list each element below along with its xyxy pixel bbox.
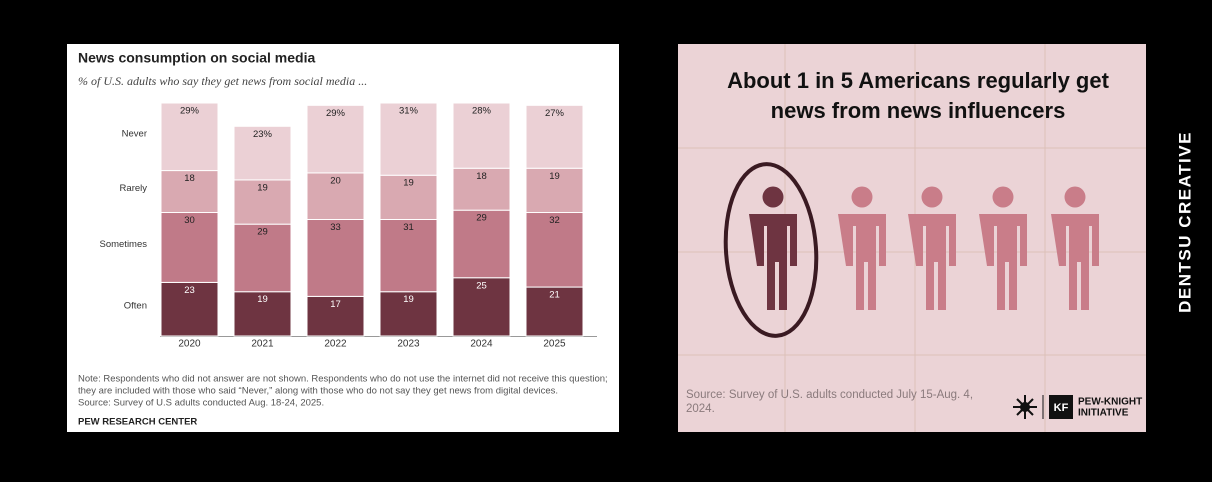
legend-label: Never — [122, 128, 147, 139]
data-label: 17 — [330, 299, 341, 310]
data-label: 30 — [184, 215, 195, 226]
data-label: 19 — [549, 171, 560, 182]
data-label: 18 — [184, 173, 195, 184]
person-body — [979, 214, 1027, 310]
data-label: 28% — [472, 106, 492, 117]
bar-segment — [160, 212, 219, 283]
data-label: 23 — [184, 285, 195, 296]
person-body — [838, 214, 886, 310]
x-tick-label: 2022 — [324, 339, 347, 350]
person-head — [1064, 186, 1086, 208]
data-label: 29% — [180, 106, 200, 117]
highlight-circle — [723, 162, 819, 338]
data-label: 29 — [257, 227, 268, 238]
bar-segment — [160, 170, 219, 214]
side-label: DENTSU CREATIVE — [1175, 131, 1194, 313]
legend-label: Often — [124, 301, 147, 312]
person-head — [762, 186, 784, 208]
note-line: Note: Respondents who did not answer are… — [78, 374, 608, 385]
bar-segment — [525, 104, 584, 169]
data-label: 19 — [403, 294, 414, 305]
data-label: 33 — [330, 222, 341, 233]
info-grid — [678, 44, 1146, 432]
data-label: 32 — [549, 215, 560, 226]
logo-box — [1049, 395, 1073, 419]
data-label: 31 — [403, 222, 414, 233]
chart-subtitle: % of U.S. adults who say they get news f… — [78, 74, 367, 88]
person-head — [992, 186, 1014, 208]
person-body — [1051, 214, 1099, 310]
x-tick-label: 2024 — [470, 339, 493, 350]
x-tick-label: 2020 — [178, 339, 201, 350]
info-source: Source: Survey of U.S. adults conducted … — [686, 389, 973, 401]
logo-text: PEW-KNIGHT — [1078, 397, 1142, 408]
bar-segment — [233, 179, 292, 225]
bar-segment — [379, 219, 438, 293]
bar-segment — [160, 281, 219, 337]
note-line: Source: Survey of U.S adults conducted A… — [78, 398, 324, 409]
x-tick-label: 2023 — [397, 339, 420, 350]
person-body — [908, 214, 956, 310]
bar-segment — [160, 102, 219, 172]
data-label: 19 — [257, 294, 268, 305]
data-label: 23% — [253, 129, 273, 140]
bar-segment — [525, 167, 584, 214]
data-label: 31% — [399, 106, 419, 117]
chart-title: News consumption on social media — [78, 50, 315, 66]
note-line: they are included with those who said “N… — [78, 386, 558, 397]
bar-segment — [306, 172, 365, 220]
bar-segment — [233, 125, 292, 181]
bar-segment — [306, 295, 365, 337]
bar-segment — [452, 209, 511, 279]
x-tick-label: 2025 — [543, 339, 566, 350]
bar-segment — [452, 167, 511, 211]
logo-mark: KF — [1054, 402, 1069, 414]
data-label: 27% — [545, 108, 565, 119]
bar-segment — [233, 291, 292, 337]
data-label: 25 — [476, 280, 487, 291]
data-label: 18 — [476, 171, 487, 182]
person-head — [851, 186, 873, 208]
data-label: 19 — [257, 182, 268, 193]
info-title: About 1 in 5 Americans regularly get — [727, 68, 1110, 93]
data-label: 21 — [549, 290, 560, 301]
info-source: 2024. — [686, 403, 715, 415]
person-body — [749, 214, 797, 310]
footer: PEW RESEARCH CENTER — [78, 417, 197, 428]
bar-segment — [379, 102, 438, 176]
bar-segment — [452, 102, 511, 169]
data-label: 19 — [403, 178, 414, 189]
data-label: 29 — [476, 213, 487, 224]
legend-label: Rarely — [120, 183, 148, 194]
bar-segment — [306, 104, 365, 174]
person-head — [921, 186, 943, 208]
bar-segment — [306, 219, 365, 297]
bar-segment — [452, 277, 511, 337]
people-icons — [749, 186, 1099, 310]
legend-label: Sometimes — [99, 239, 147, 250]
data-label: 29% — [326, 108, 346, 119]
bar-segment — [525, 286, 584, 337]
info-title: news from news influencers — [771, 98, 1066, 123]
bar-segment — [379, 174, 438, 220]
logo-text: INITIATIVE — [1078, 408, 1129, 419]
x-tick-label: 2021 — [251, 339, 274, 350]
bar-segment — [233, 223, 292, 293]
sunburst-icon — [1013, 395, 1037, 419]
data-label: 20 — [330, 175, 341, 186]
